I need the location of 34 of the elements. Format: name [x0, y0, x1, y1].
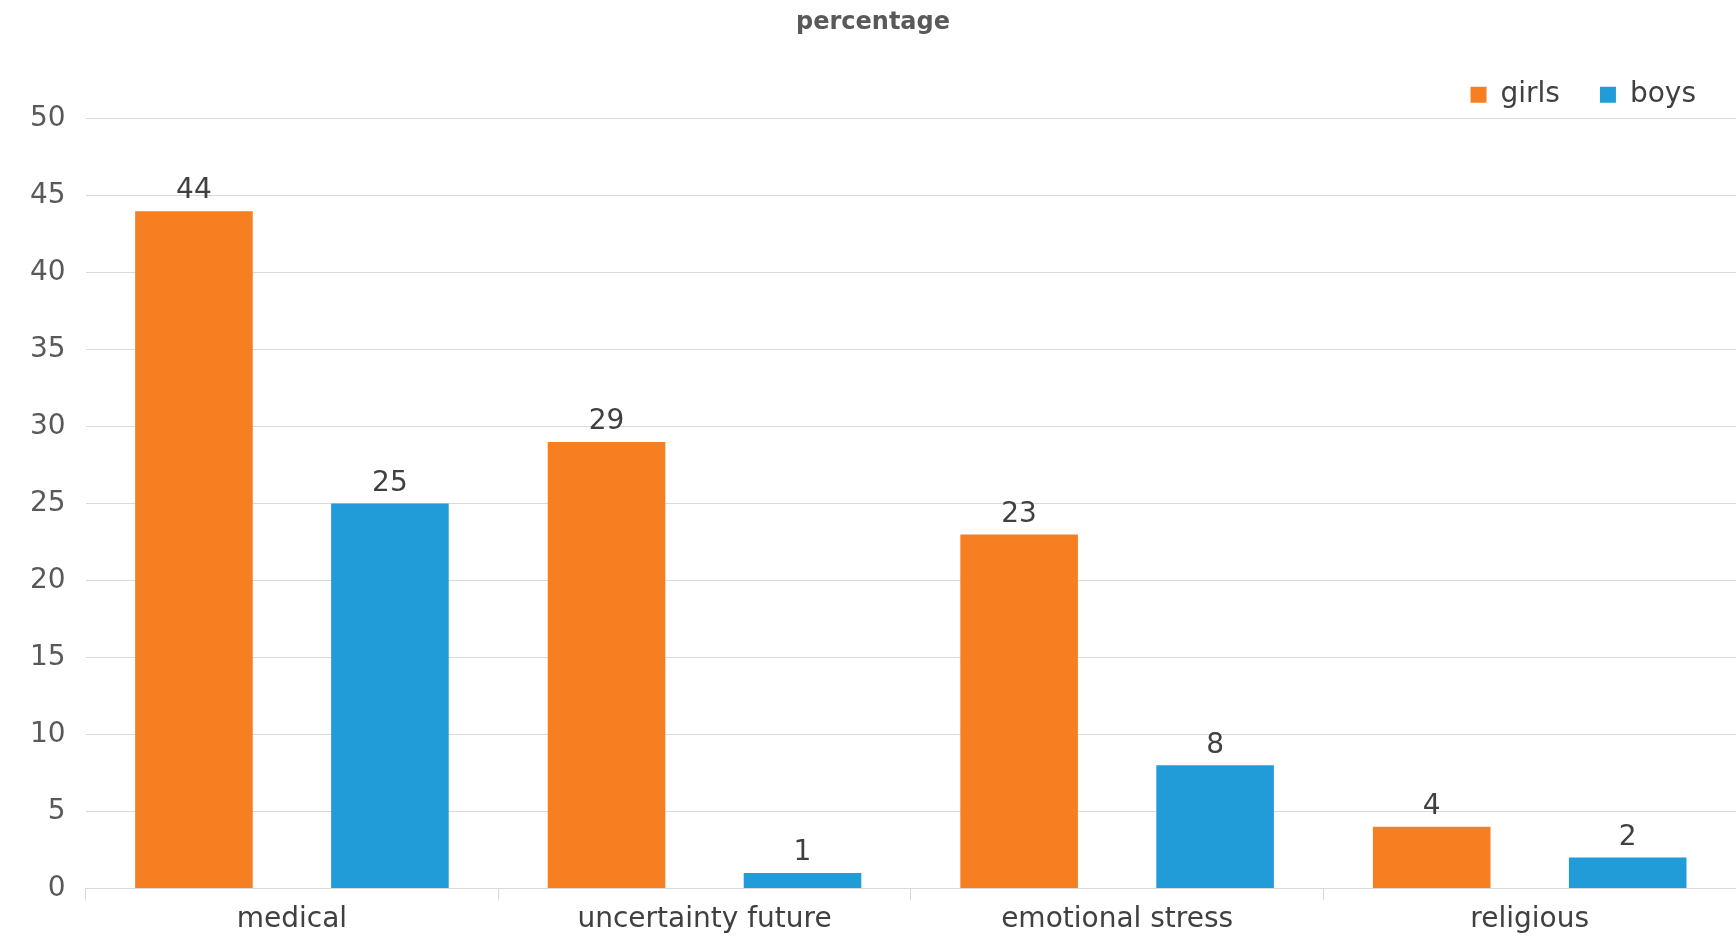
bar	[331, 503, 449, 888]
data-label: 23	[1001, 495, 1037, 529]
y-tick-label: 10	[29, 715, 66, 749]
x-tick-label: religious	[1470, 901, 1590, 935]
bar	[1372, 826, 1491, 888]
y-tick-label: 30	[29, 407, 66, 441]
y-tick-label: 45	[29, 177, 66, 211]
y-tick-label: 40	[29, 254, 66, 287]
data-label: 1	[793, 834, 812, 868]
data-label: 8	[1206, 726, 1225, 760]
data-label: 4	[1422, 788, 1441, 822]
y-tick-label: 0	[47, 869, 66, 903]
legend-label: girls	[1500, 76, 1560, 110]
data-label: 29	[588, 403, 625, 437]
data-label: 44	[176, 172, 212, 206]
bar	[547, 442, 666, 888]
bar	[960, 534, 1078, 888]
legend-label: boys	[1629, 76, 1696, 110]
y-tick-label: 15	[29, 638, 66, 672]
bar	[1568, 857, 1687, 888]
y-tick-label: 50	[29, 100, 66, 134]
y-tick-label: 25	[29, 484, 66, 518]
bar	[743, 873, 862, 888]
chart-title: percentage	[795, 6, 951, 35]
y-tick-label: 20	[29, 561, 66, 595]
bar	[1156, 765, 1274, 888]
data-label: 25	[372, 464, 408, 498]
x-tick-label: medical	[236, 901, 348, 935]
data-label: 2	[1618, 818, 1637, 852]
y-tick-label: 5	[47, 792, 66, 826]
bar	[135, 211, 253, 888]
x-tick-label: uncertainty future	[577, 901, 832, 935]
y-tick-label: 35	[29, 330, 66, 364]
x-tick-label: emotional stress	[1001, 901, 1234, 935]
